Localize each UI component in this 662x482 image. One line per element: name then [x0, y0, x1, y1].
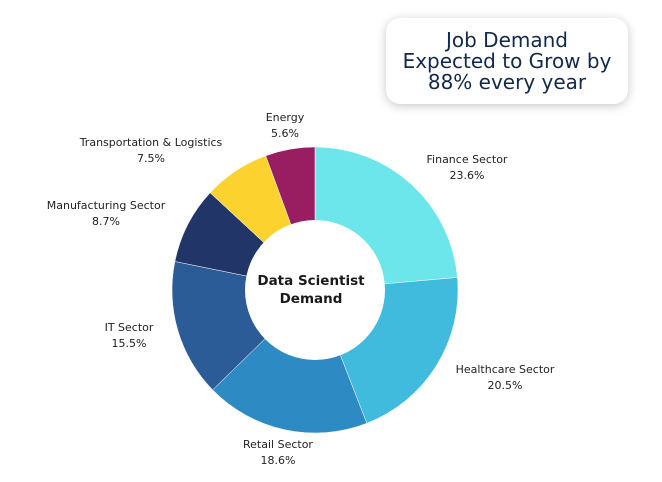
slice-label-value: 23.6%: [450, 169, 485, 182]
slice-label-name: Manufacturing Sector: [47, 199, 166, 212]
slice-label-value: 5.6%: [271, 127, 299, 140]
center-title-line-1: Data Scientist: [257, 273, 365, 289]
growth-callout: Job Demand Expected to Grow by 88% every…: [386, 18, 628, 104]
slice-label-value: 7.5%: [137, 152, 165, 165]
slice-label-value: 18.6%: [261, 454, 296, 467]
slice-label-value: 15.5%: [112, 337, 147, 350]
center-title-line-2: Demand: [280, 291, 343, 307]
growth-callout-text: Job Demand Expected to Grow by 88% every…: [402, 27, 612, 94]
slice-label-name: Energy: [266, 111, 305, 124]
slice-label-name: IT Sector: [105, 321, 154, 334]
donut-hole: [245, 220, 385, 360]
slice-label-value: 8.7%: [92, 215, 120, 228]
slice-label-name: Finance Sector: [427, 153, 508, 166]
slice-label-name: Retail Sector: [243, 438, 313, 451]
slice-label-value: 20.5%: [488, 379, 523, 392]
slice-label-name: Healthcare Sector: [456, 363, 555, 376]
slice-label-name: Transportation & Logistics: [79, 136, 223, 149]
slice-labels: Finance Sector 23.6% Healthcare Sector 20.5…: [47, 111, 555, 467]
